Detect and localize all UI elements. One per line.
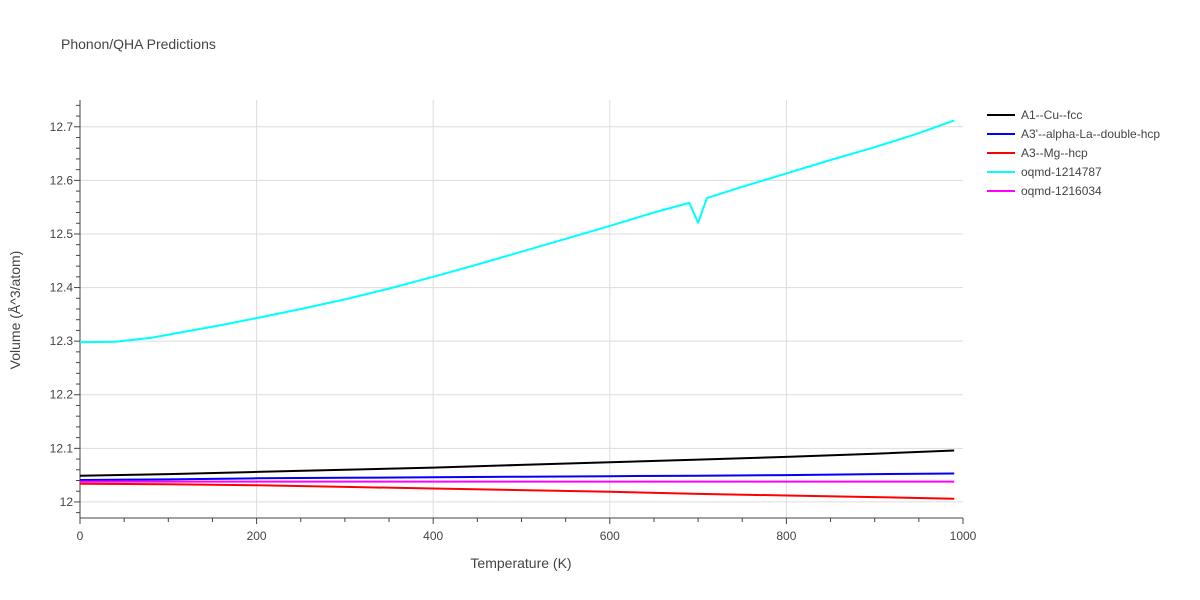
legend-label: oqmd-1214787 [1021, 165, 1102, 179]
chart-title: Phonon/QHA Predictions [61, 36, 216, 52]
y-tick-label: 12.5 [50, 227, 74, 241]
y-tick-label: 12.2 [50, 388, 74, 402]
series-lines [79, 119, 955, 500]
axes: 0 200 400 600 800 1000 12 12.1 12.2 12.3 12.4 12.5 1… [50, 100, 977, 543]
x-tick-label: 600 [600, 529, 620, 543]
y-axis-title: Volume (Å^3/atom) [7, 251, 23, 370]
legend-item-1[interactable]: A1--Cu--fcc [987, 108, 1082, 122]
x-tick-label: 200 [247, 529, 267, 543]
x-tick-label: 800 [776, 529, 796, 543]
legend-label: A3--Mg--hcp [1021, 146, 1088, 160]
y-tick-label: 12.1 [50, 441, 74, 455]
legend-label: A1--Cu--fcc [1021, 108, 1082, 122]
legend-item-5[interactable]: oqmd-1216034 [987, 184, 1102, 198]
legend-item-4[interactable]: oqmd-1214787 [987, 165, 1102, 179]
legend-label: A3'--alpha-La--double-hcp [1021, 127, 1160, 141]
legend-item-2[interactable]: A3'--alpha-La--double-hcp [987, 127, 1160, 141]
x-tick-label: 400 [423, 529, 443, 543]
y-tick-label: 12.6 [50, 173, 74, 187]
series-line-3 [79, 482, 955, 500]
x-axis-title: Temperature (K) [470, 555, 571, 571]
legend-label: oqmd-1216034 [1021, 184, 1102, 198]
x-tick-label: 0 [77, 529, 84, 543]
y-tick-label: 12.7 [50, 120, 74, 134]
series-line-4 [79, 119, 955, 344]
legend-item-3[interactable]: A3--Mg--hcp [987, 146, 1088, 160]
y-tick-label: 12 [60, 495, 74, 509]
grid [80, 100, 963, 518]
y-tick-label: 12.3 [50, 334, 74, 348]
x-tick-label: 1000 [950, 529, 977, 543]
series-line-1 [79, 449, 955, 477]
legend[interactable]: A1--Cu--fcc A3'--alpha-La--double-hcp A3--… [987, 108, 1160, 198]
y-tick-label: 12.4 [50, 281, 74, 295]
series-line-2 [79, 472, 955, 481]
